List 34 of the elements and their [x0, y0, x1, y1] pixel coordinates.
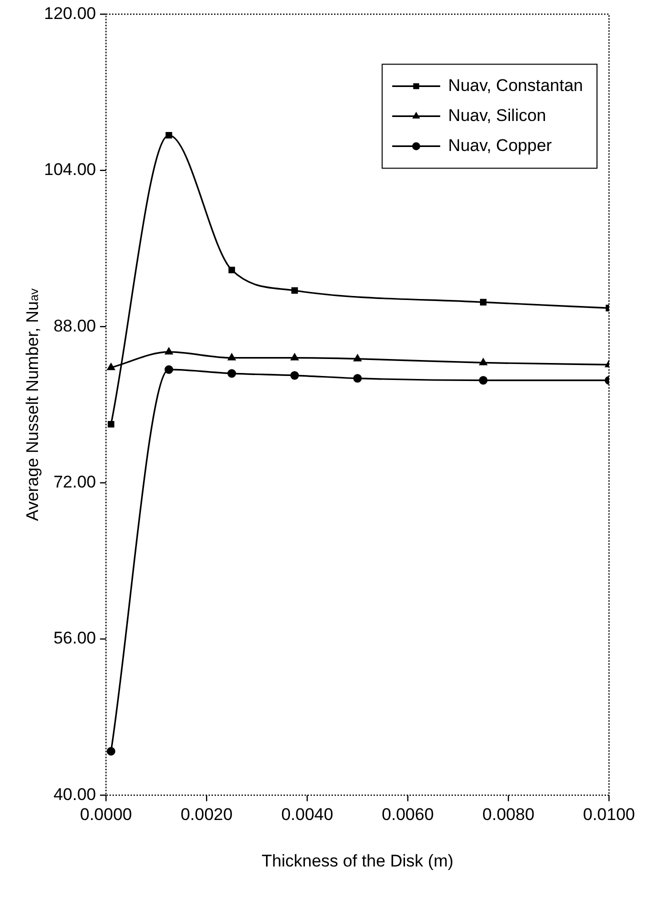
- legend-label: Nuav, Copper: [448, 136, 552, 155]
- point: [164, 365, 174, 374]
- x-tick-label: 0.0080: [482, 805, 534, 824]
- point: [106, 746, 116, 756]
- point: [166, 132, 172, 139]
- y-tick-label: 120.00: [44, 4, 96, 23]
- point: [354, 354, 362, 362]
- point: [291, 287, 298, 294]
- y-tick-label: 72.00: [53, 472, 96, 492]
- x-axis-title: Thickness of the Disk (m): [262, 851, 454, 870]
- x-tick-label: 0.0040: [281, 805, 334, 824]
- point: [290, 354, 298, 360]
- y-tick-label: 104.00: [44, 160, 96, 180]
- x-tick-label: 0.0000: [80, 805, 132, 824]
- point: [479, 358, 488, 366]
- x-tick-label: 0.0020: [180, 805, 233, 824]
- y-tick-label: 56.00: [53, 628, 96, 648]
- y-tick-label: 40.00: [53, 784, 96, 804]
- y-axis-title: Average Nusselt Number, Nuav: [23, 288, 42, 521]
- point: [290, 371, 299, 380]
- point: [478, 376, 488, 385]
- point: [165, 348, 173, 355]
- legend-label: Nuav, Constantan: [448, 76, 584, 95]
- y-tick-label: 88.00: [53, 316, 96, 336]
- point: [227, 369, 236, 378]
- legend-label: Nuav, Silicon: [448, 106, 546, 125]
- point: [108, 420, 114, 428]
- point: [480, 298, 487, 306]
- point: [353, 374, 362, 383]
- x-tick-label: 0.0100: [583, 805, 635, 824]
- point: [228, 266, 236, 274]
- point: [228, 354, 236, 360]
- point: [107, 363, 115, 370]
- x-tick-label: 0.0060: [382, 805, 434, 824]
